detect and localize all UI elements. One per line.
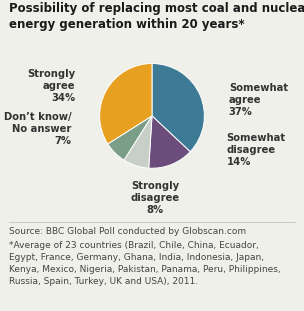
Wedge shape	[124, 116, 152, 168]
Text: Somewhat
disagree
14%: Somewhat disagree 14%	[226, 132, 285, 167]
Wedge shape	[100, 63, 152, 144]
Wedge shape	[149, 116, 190, 168]
Text: Don’t know/
No answer
7%: Don’t know/ No answer 7%	[4, 112, 72, 146]
Wedge shape	[152, 63, 204, 152]
Text: Possibility of replacing most coal and nuclear
energy generation within 20 years: Possibility of replacing most coal and n…	[9, 2, 304, 31]
Text: Strongly
disagree
8%: Strongly disagree 8%	[130, 182, 179, 216]
Text: Source: BBC Global Poll conducted by Globscan.com: Source: BBC Global Poll conducted by Glo…	[9, 227, 246, 236]
Text: Strongly
agree
34%: Strongly agree 34%	[27, 69, 75, 103]
Wedge shape	[108, 116, 152, 160]
Text: *Average of 23 countries (Brazil, Chile, China, Ecuador,
Egypt, France, Germany,: *Average of 23 countries (Brazil, Chile,…	[9, 241, 281, 286]
Text: Somewhat
agree
37%: Somewhat agree 37%	[229, 83, 288, 117]
